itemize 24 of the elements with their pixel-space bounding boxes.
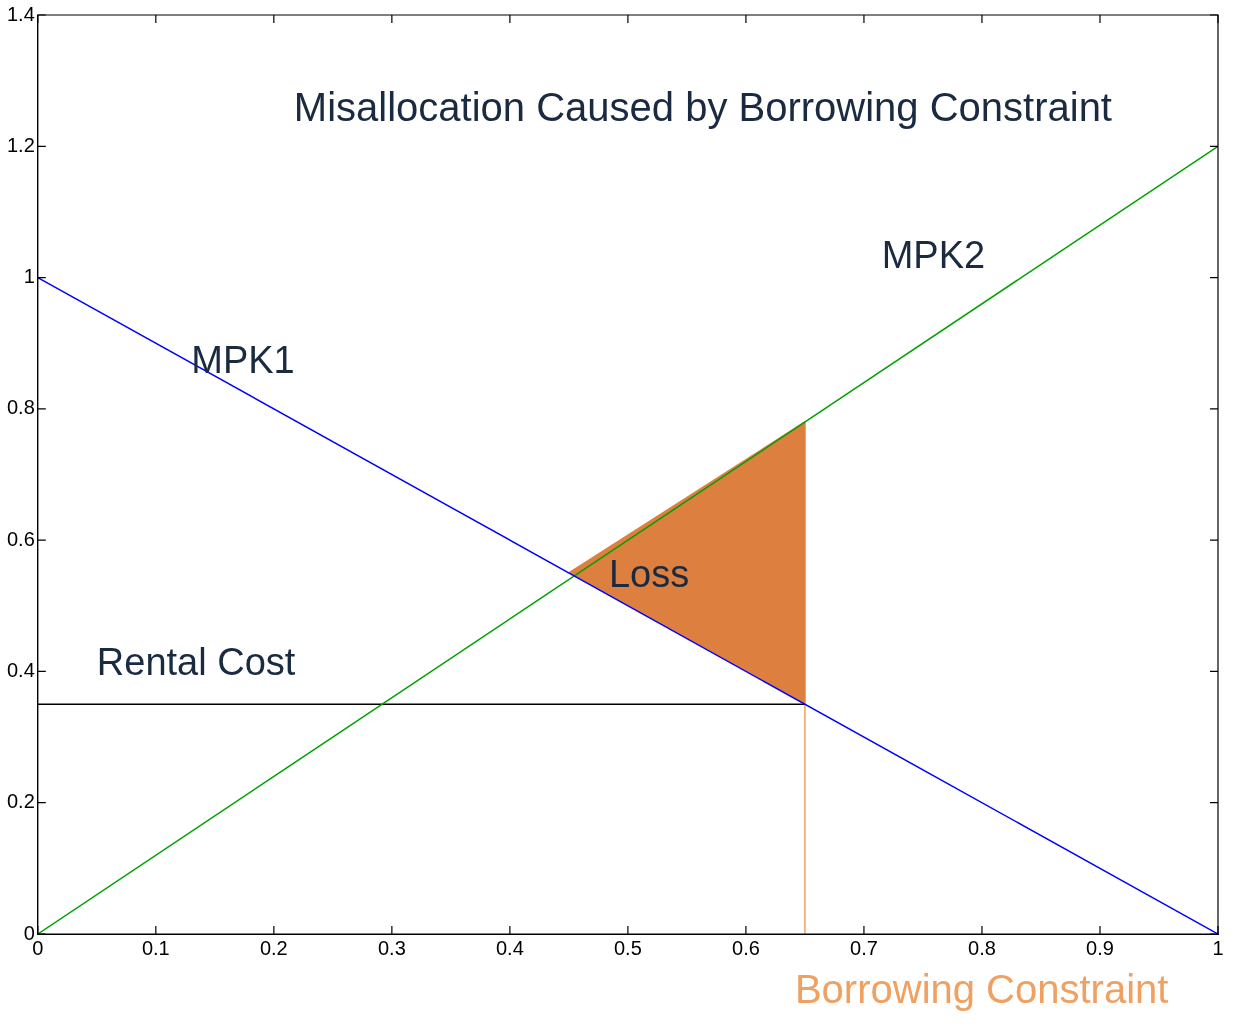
y-tick-label: 0.8 [6,396,35,419]
y-tick-label: 1.4 [6,2,35,25]
y-tick-label: 0.2 [6,790,35,813]
y-tick-label: 0.4 [6,658,35,681]
text: Misallocation Caused by Borrowing Constraint [293,85,1112,130]
y-tick-label: 0 [23,921,35,944]
series-label: Borrowing Constraint [794,967,1169,1012]
annotation: Loss [608,553,690,596]
x-tick-label: 0.9 [1086,936,1114,959]
x-tick-label: 0.8 [968,936,996,959]
x-tick-label: 0.7 [850,936,878,959]
x-tick-label: 0.6 [732,936,760,959]
x-tick-label: 0.1 [141,936,170,959]
x-tick-label: 0.2 [259,936,288,959]
x-tick-label: 0.4 [495,936,524,959]
x-tick-label: 1 [1212,936,1224,959]
y-tick-label: 0.6 [6,527,35,550]
y-tick-label: 1 [23,265,35,288]
annotation: MPK2 [881,234,986,277]
y-tick-label: 1.2 [6,133,35,156]
annotation: MPK1 [191,339,295,382]
x-tick-label: 0.5 [614,936,642,959]
annotation: Rental Cost [96,641,296,684]
x-tick-label: 0.3 [377,936,406,959]
